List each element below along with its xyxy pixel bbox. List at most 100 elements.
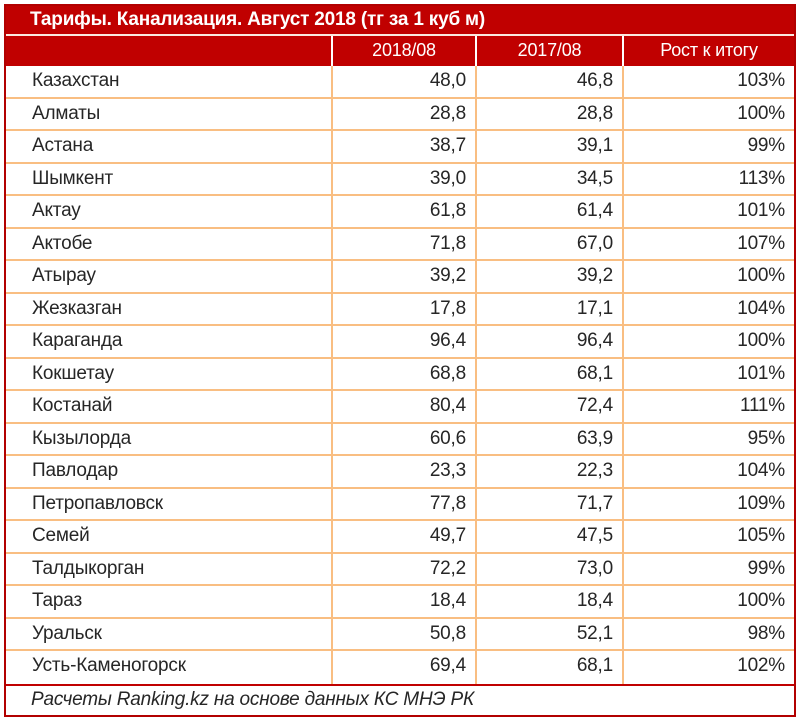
cell-2018-08: 38,7 bbox=[331, 131, 475, 162]
cell-2018-08: 71,8 bbox=[331, 228, 475, 259]
cell-2017-08: 39,2 bbox=[475, 261, 622, 292]
table-row: Уральск 50,8 52,1 98% bbox=[6, 618, 794, 651]
cell-2018-08: 50,8 bbox=[331, 618, 475, 649]
table-row: Тараз 18,4 18,4 100% bbox=[6, 586, 794, 619]
table-row: Атырау 39,2 39,2 100% bbox=[6, 261, 794, 294]
table-row: Астана 38,7 39,1 99% bbox=[6, 131, 794, 164]
cell-region: Жезказган bbox=[32, 297, 122, 319]
cell-2017-08: 68,1 bbox=[475, 651, 622, 684]
cell-2018-08: 68,8 bbox=[331, 358, 475, 389]
cell-growth: 109% bbox=[622, 488, 794, 519]
cell-region: Павлодар bbox=[32, 460, 118, 481]
cell-2017-08: 63,9 bbox=[475, 423, 622, 454]
cell-2018-08: 80,4 bbox=[331, 391, 475, 422]
cell-2017-08: 71,7 bbox=[475, 488, 622, 519]
cell-region: Кокшетау bbox=[32, 362, 114, 384]
cell-growth: 105% bbox=[622, 521, 794, 552]
cell-growth: 99% bbox=[622, 553, 794, 584]
cell-growth: 98% bbox=[622, 618, 794, 649]
cell-region: Уральск bbox=[32, 622, 102, 644]
source-note: Расчеты Ranking.kz на основе данных КС М… bbox=[6, 683, 794, 715]
cell-2017-08: 52,1 bbox=[475, 618, 622, 649]
table-header-row: 2018/08 2017/08 Рост к итогу bbox=[6, 36, 794, 66]
header-cell-growth: Рост к итогу bbox=[622, 36, 794, 66]
table-row: Актобе 71,8 67,0 107% bbox=[6, 228, 794, 261]
cell-2018-08: 96,4 bbox=[331, 326, 475, 357]
cell-2018-08: 77,8 bbox=[331, 488, 475, 519]
cell-growth: 113% bbox=[622, 163, 794, 194]
table-row: Алматы 28,8 28,8 100% bbox=[6, 98, 794, 131]
header-cell-region bbox=[6, 36, 331, 66]
cell-region: Талдыкорган bbox=[32, 557, 145, 579]
cell-growth: 101% bbox=[622, 196, 794, 227]
cell-2018-08: 48,0 bbox=[331, 66, 475, 97]
table-row: Усть-Каменогорск 69,4 68,1 102% bbox=[6, 651, 794, 684]
header-cell-2017-08: 2017/08 bbox=[475, 36, 622, 66]
cell-2017-08: 96,4 bbox=[475, 326, 622, 357]
cell-2018-08: 61,8 bbox=[331, 196, 475, 227]
cell-2017-08: 22,3 bbox=[475, 456, 622, 487]
cell-2017-08: 67,0 bbox=[475, 228, 622, 259]
cell-region: Астана bbox=[32, 135, 94, 156]
cell-region: Тараз bbox=[32, 590, 82, 611]
cell-region: Семей bbox=[32, 525, 90, 546]
cell-growth: 100% bbox=[622, 586, 794, 617]
cell-2017-08: 73,0 bbox=[475, 553, 622, 584]
cell-region: Шымкент bbox=[32, 167, 114, 189]
table-row: Павлодар 23,3 22,3 104% bbox=[6, 456, 794, 489]
cell-region: Актобе bbox=[32, 232, 93, 254]
cell-region: Петропавловск bbox=[32, 492, 163, 514]
cell-region: Усть-Каменогорск bbox=[32, 655, 186, 676]
cell-region: Казахстан bbox=[32, 70, 120, 91]
cell-2017-08: 17,1 bbox=[475, 293, 622, 324]
cell-2018-08: 69,4 bbox=[331, 651, 475, 684]
cell-growth: 100% bbox=[622, 261, 794, 292]
cell-2017-08: 39,1 bbox=[475, 131, 622, 162]
cell-2017-08: 46,8 bbox=[475, 66, 622, 97]
cell-2018-08: 28,8 bbox=[331, 98, 475, 129]
cell-2017-08: 72,4 bbox=[475, 391, 622, 422]
cell-2018-08: 23,3 bbox=[331, 456, 475, 487]
tariff-table: Тарифы. Канализация. Август 2018 (тг за … bbox=[4, 4, 796, 717]
cell-2018-08: 60,6 bbox=[331, 423, 475, 454]
cell-2017-08: 18,4 bbox=[475, 586, 622, 617]
table-row: Жезказган 17,8 17,1 104% bbox=[6, 293, 794, 326]
cell-growth: 95% bbox=[622, 423, 794, 454]
cell-growth: 103% bbox=[622, 66, 794, 97]
cell-2018-08: 17,8 bbox=[331, 293, 475, 324]
cell-region: Кызылорда bbox=[32, 427, 131, 449]
table-row: Костанай 80,4 72,4 111% bbox=[6, 391, 794, 424]
cell-growth: 111% bbox=[622, 391, 794, 422]
cell-2018-08: 39,2 bbox=[331, 261, 475, 292]
table-title: Тарифы. Канализация. Август 2018 (тг за … bbox=[6, 6, 794, 36]
cell-2017-08: 61,4 bbox=[475, 196, 622, 227]
cell-growth: 100% bbox=[622, 98, 794, 129]
cell-growth: 99% bbox=[622, 131, 794, 162]
cell-2018-08: 39,0 bbox=[331, 163, 475, 194]
cell-region: Алматы bbox=[32, 102, 101, 124]
cell-region: Караганда bbox=[32, 330, 123, 351]
cell-region: Костанай bbox=[32, 395, 113, 416]
cell-growth: 102% bbox=[622, 651, 794, 684]
cell-2017-08: 28,8 bbox=[475, 98, 622, 129]
table-row: Талдыкорган 72,2 73,0 99% bbox=[6, 553, 794, 586]
table-row: Шымкент 39,0 34,5 113% bbox=[6, 163, 794, 196]
cell-growth: 107% bbox=[622, 228, 794, 259]
table-body: Казахстан 48,0 46,8 103% Алматы 28,8 28,8 100% А… bbox=[6, 66, 794, 684]
table-row: Караганда 96,4 96,4 100% bbox=[6, 326, 794, 359]
cell-2017-08: 34,5 bbox=[475, 163, 622, 194]
cell-2018-08: 18,4 bbox=[331, 586, 475, 617]
table-row: Семей 49,7 47,5 105% bbox=[6, 521, 794, 554]
cell-growth: 100% bbox=[622, 326, 794, 357]
table-row: Актау 61,8 61,4 101% bbox=[6, 196, 794, 229]
cell-2017-08: 47,5 bbox=[475, 521, 622, 552]
cell-2018-08: 72,2 bbox=[331, 553, 475, 584]
cell-growth: 101% bbox=[622, 358, 794, 389]
cell-region: Актау bbox=[32, 200, 81, 221]
header-cell-2018-08: 2018/08 bbox=[331, 36, 475, 66]
table-row: Петропавловск 77,8 71,7 109% bbox=[6, 488, 794, 521]
cell-region: Атырау bbox=[32, 265, 96, 286]
table-row: Казахстан 48,0 46,8 103% bbox=[6, 66, 794, 99]
cell-growth: 104% bbox=[622, 293, 794, 324]
cell-growth: 104% bbox=[622, 456, 794, 487]
